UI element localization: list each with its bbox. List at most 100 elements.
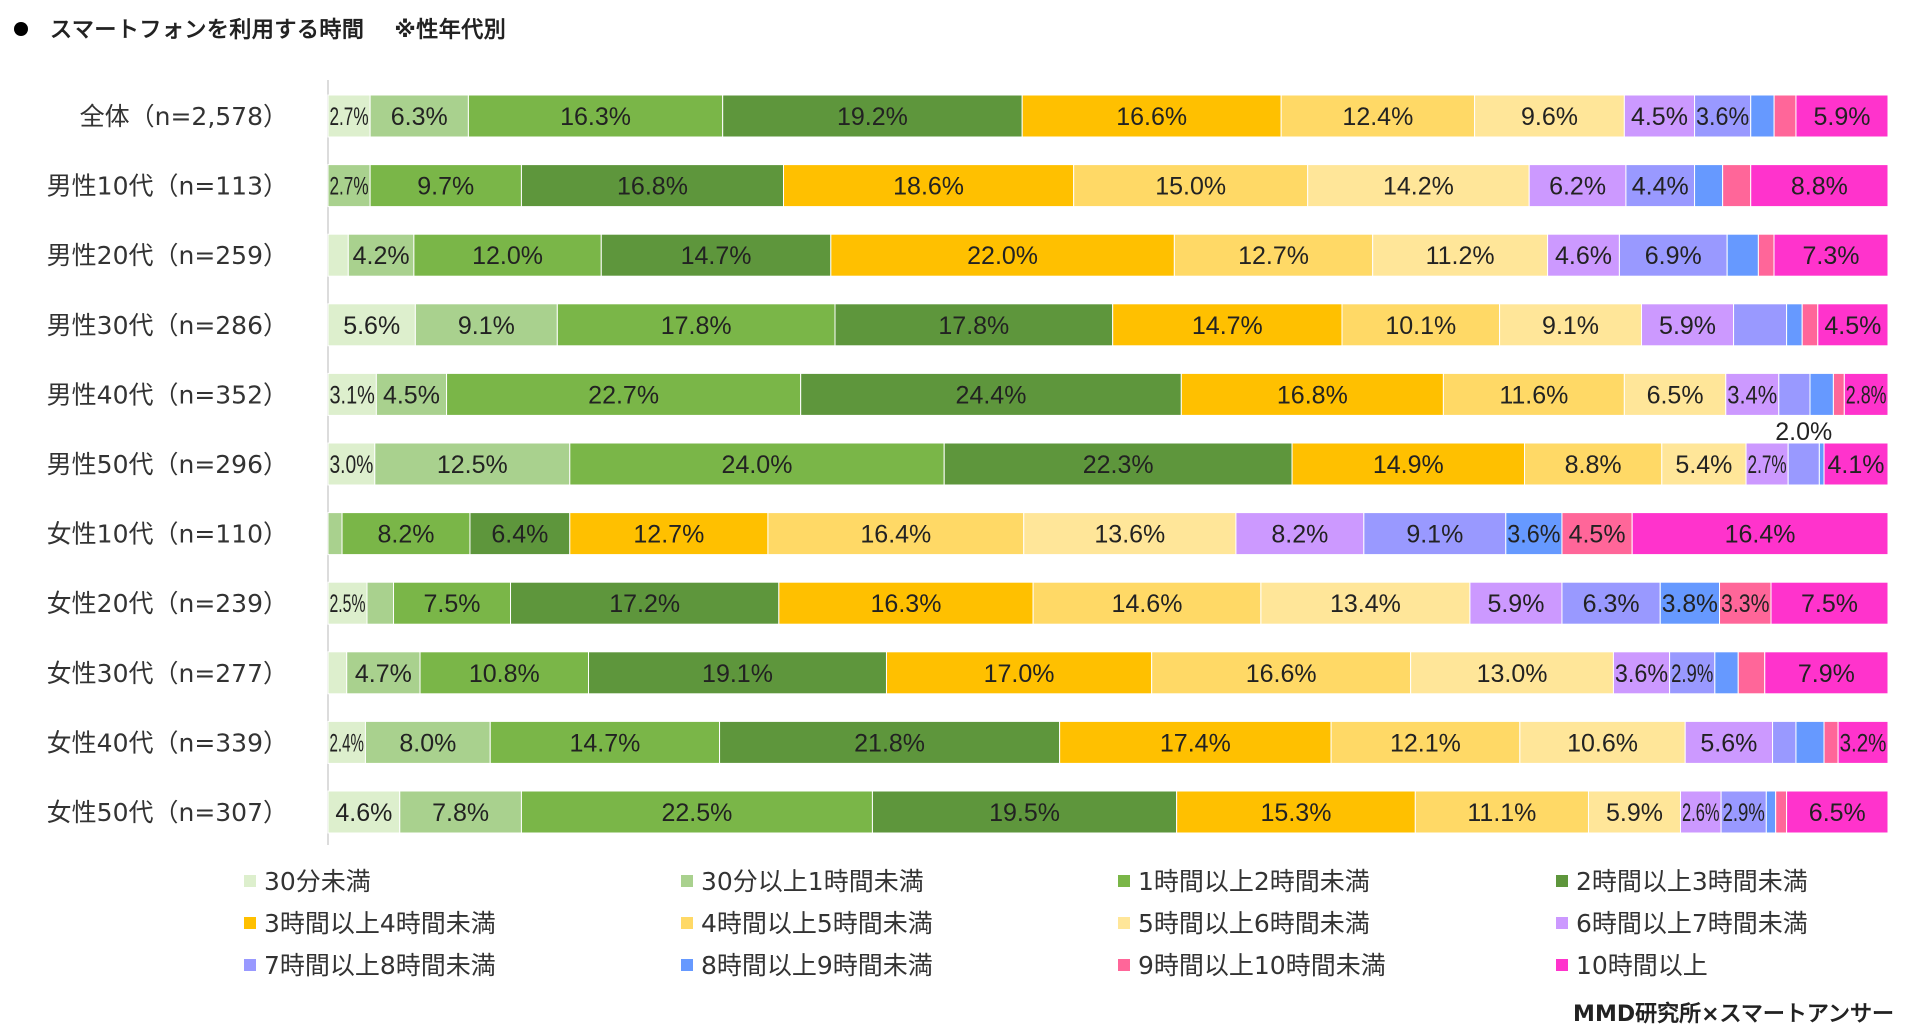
- category-label: 女性30代（n=277）: [47, 659, 288, 688]
- bar-segment: [510, 581, 780, 625]
- data-label: 8.0%: [399, 729, 456, 757]
- data-label: 4.5%: [1569, 521, 1626, 549]
- bar-segment: [1623, 372, 1727, 416]
- legend-item: 8時間以上9時間未満: [681, 946, 933, 982]
- bar-segment: [1745, 442, 1789, 486]
- data-label: 12.1%: [1390, 729, 1461, 757]
- bar-segment: [1750, 94, 1775, 138]
- data-label: 3.1%: [329, 381, 374, 409]
- bar-segment: [327, 164, 371, 208]
- data-label: 3.8%: [1662, 590, 1718, 618]
- data-label: 4.7%: [355, 660, 412, 688]
- data-label: 3.6%: [1507, 521, 1560, 549]
- data-label: 9.7%: [417, 173, 474, 201]
- data-label: 2.0%: [1775, 418, 1832, 446]
- bar-segment: [1823, 720, 1839, 764]
- legend-item: 2時間以上3時間未満: [1556, 862, 1808, 898]
- bar-segment: [1817, 303, 1889, 347]
- bar-segment: [1818, 442, 1825, 486]
- legend-swatch: [681, 959, 693, 971]
- bar-segment: [1770, 581, 1889, 625]
- data-label: 4.6%: [1555, 242, 1612, 270]
- bar-segment: [1733, 303, 1788, 347]
- bar-segment: [1694, 164, 1724, 208]
- data-label: 12.7%: [1238, 242, 1309, 270]
- legend-label: 2時間以上3時間未満: [1576, 867, 1808, 896]
- bar-segment: [1680, 790, 1722, 834]
- bar-segment: [446, 372, 802, 416]
- data-label: 3.0%: [330, 451, 374, 479]
- data-label: 7.3%: [1803, 242, 1860, 270]
- data-label: 12.7%: [633, 521, 704, 549]
- bar-segment: [1112, 303, 1343, 347]
- legend-swatch: [1118, 959, 1130, 971]
- data-label: 6.5%: [1647, 381, 1704, 409]
- data-label: 22.7%: [588, 381, 659, 409]
- bar-segment: [1659, 581, 1721, 625]
- title-note: ※性年代別: [394, 18, 507, 43]
- data-label: 11.1%: [1467, 799, 1536, 827]
- data-label: 5.9%: [1659, 312, 1716, 340]
- bar-segment: [327, 442, 376, 486]
- bar-segment: [1778, 372, 1811, 416]
- bar-segment: [1307, 164, 1530, 208]
- data-label: 12.4%: [1342, 103, 1413, 131]
- bar-segment: [1669, 651, 1716, 695]
- legend-swatch: [681, 875, 693, 887]
- legend-label: 10時間以上: [1576, 951, 1708, 980]
- data-label: 17.2%: [609, 590, 680, 618]
- bar-segment: [1786, 303, 1803, 347]
- bar-segment: [1641, 303, 1735, 347]
- data-label: 5.6%: [343, 312, 400, 340]
- bar-segment: [1260, 581, 1471, 625]
- bar-segment: [413, 233, 602, 277]
- data-label: 2.7%: [330, 103, 369, 131]
- bar-segment: [569, 442, 945, 486]
- data-label: 3.6%: [1696, 103, 1749, 131]
- bar-segment: [1823, 442, 1889, 486]
- data-label: 13.0%: [1477, 660, 1548, 688]
- data-label: 15.0%: [1155, 173, 1226, 201]
- bar-segment: [1714, 651, 1739, 695]
- legend-item: 7時間以上8時間未満: [244, 946, 496, 982]
- data-label: 7.5%: [424, 590, 481, 618]
- bar-segment: [1469, 581, 1563, 625]
- data-label: 2.4%: [330, 729, 364, 757]
- legend-item: 4時間以上5時間未満: [681, 904, 933, 940]
- bar-segment: [1795, 94, 1889, 138]
- data-label: 5.9%: [1606, 799, 1663, 827]
- data-label: 3.4%: [1727, 381, 1777, 409]
- data-label: 16.6%: [1246, 660, 1317, 688]
- data-label: 3.6%: [1615, 660, 1668, 688]
- bar-segment: [1330, 720, 1521, 764]
- data-label: 14.2%: [1383, 173, 1454, 201]
- bar-segment: [1719, 581, 1772, 625]
- data-label: 6.5%: [1809, 799, 1866, 827]
- bar-segment: [1720, 790, 1767, 834]
- bar-segment: [327, 372, 377, 416]
- data-label: 6.9%: [1645, 242, 1702, 270]
- bar-segment: [885, 651, 1153, 695]
- data-label: 16.8%: [617, 173, 688, 201]
- data-label: 4.2%: [353, 242, 410, 270]
- bar-segment: [830, 233, 1175, 277]
- data-label: 9.1%: [458, 312, 515, 340]
- data-label: 2.9%: [1671, 660, 1713, 688]
- data-label: 21.8%: [854, 729, 925, 757]
- bar-segment: [569, 512, 769, 556]
- legend-swatch: [244, 959, 256, 971]
- legend-label: 30分未満: [264, 867, 371, 896]
- bar-segment: [1151, 651, 1412, 695]
- legend-item: 30分未満: [244, 862, 371, 898]
- legend-label: 7時間以上8時間未満: [264, 951, 496, 980]
- bar-segment: [393, 581, 512, 625]
- data-label: 7.8%: [432, 799, 489, 827]
- bar-segment: [1661, 442, 1747, 486]
- legend-item: 1時間以上2時間未満: [1118, 862, 1370, 898]
- legend-swatch: [1118, 875, 1130, 887]
- data-label: 2.6%: [1682, 799, 1720, 827]
- bar-segment: [1561, 512, 1633, 556]
- bar-segment: [1280, 94, 1476, 138]
- data-label: 4.6%: [335, 799, 392, 827]
- legend-label: 8時間以上9時間未満: [701, 951, 933, 980]
